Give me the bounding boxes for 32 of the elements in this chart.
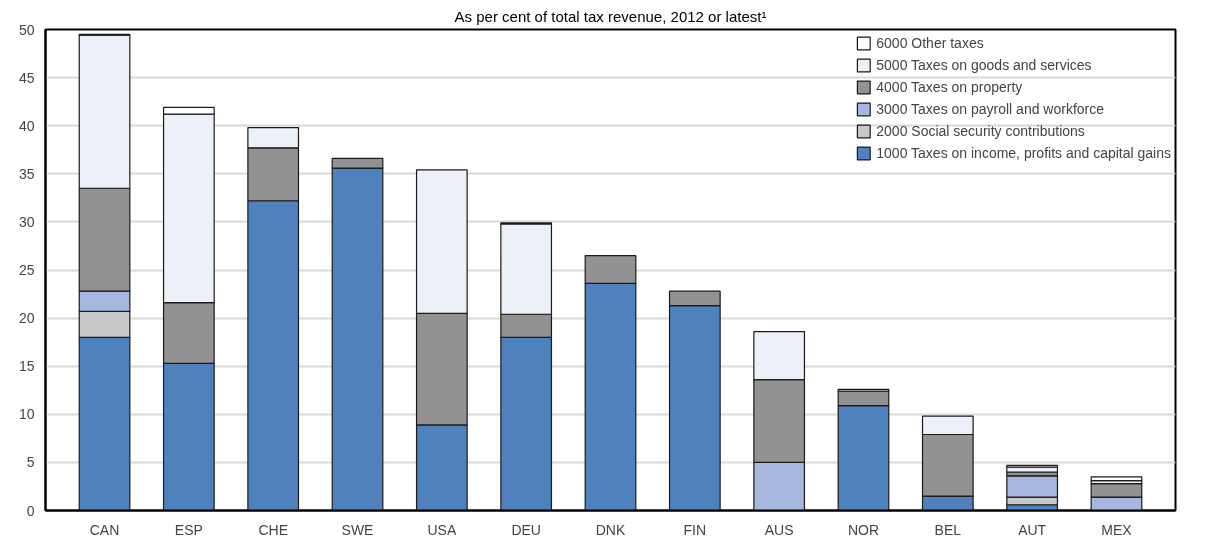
y-tick-label: 40 [18,117,35,134]
legend-label: 3000 Taxes on payroll and workforce [876,100,1105,119]
x-tick-label: AUT [1018,521,1047,538]
bar [1090,476,1143,482]
legend-label: 4000 Taxes on property [876,78,1023,97]
x-tick-label: USA [427,521,457,538]
y-tick-label: 50 [18,21,35,38]
legend-label: 2000 Social security contributions [876,122,1085,141]
x-tick-label: SWE [341,521,374,538]
y-tick-label: 0 [26,502,35,519]
x-tick-label: DNK [595,521,626,538]
x-tick-label: CAN [89,521,120,538]
y-tick-label: 45 [18,69,35,86]
y-tick-label: 35 [18,165,35,182]
y-tick-label: 25 [18,262,35,278]
y-tick-label: 15 [18,358,35,375]
y-tick-label: 5 [26,454,35,471]
x-tick-label: DEU [511,521,541,538]
y-tick-label: 10 [18,406,35,423]
x-tick-label: ESP [174,521,203,538]
legend-label: 6000 Other taxes [876,34,984,53]
x-tick-label: AUS [764,521,794,538]
x-tick-label: CHE [258,521,288,538]
chart-title: As per cent of total tax revenue, 2012 or latest¹ [454,7,767,25]
x-tick-label: MEX [1101,521,1133,538]
legend-label: 5000 Taxes on goods and services [876,56,1092,75]
x-tick-label: BEL [934,521,962,538]
legend-label: 1000 Taxes on income, profits and capital gains [876,144,1171,163]
x-tick-label: FIN [683,521,707,538]
x-tick-label: NOR [847,521,880,538]
y-tick-label: 30 [18,213,35,230]
y-tick-label: 20 [18,310,35,327]
